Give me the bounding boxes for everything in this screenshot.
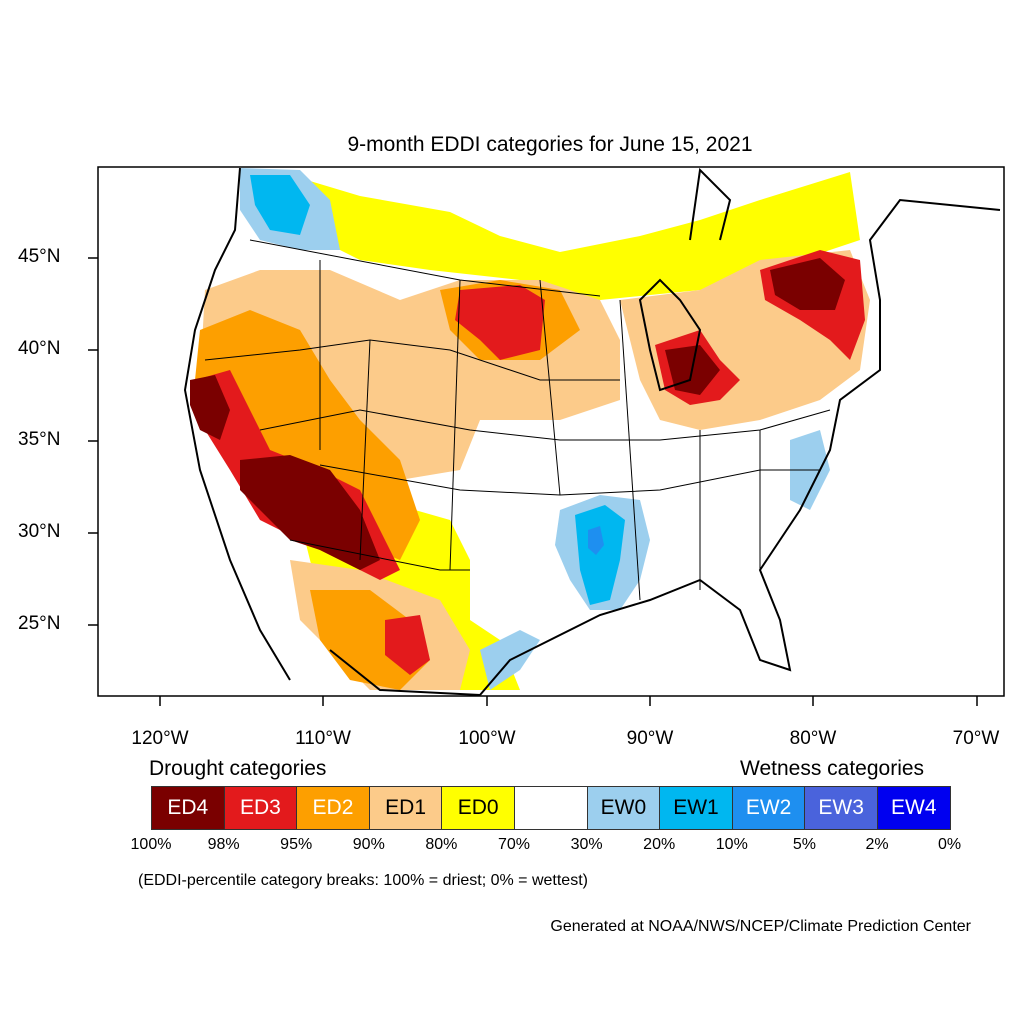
legend-box-ed1: ED1 (368, 786, 443, 830)
percentile-label: 20% (643, 836, 676, 853)
lon-label-70: 70°W (952, 728, 1000, 749)
category-breaks-note: (EDDI-percentile category breaks: 100% =… (138, 872, 588, 889)
ew2-core (588, 526, 604, 555)
percentile-label: 5% (792, 836, 816, 853)
map-frame (97, 166, 1005, 697)
lat-label-45: 45°N (18, 246, 61, 267)
percentile-label: 80% (425, 836, 458, 853)
lon-label-110: 110°W (295, 728, 351, 749)
percentile-label: 10% (715, 836, 748, 853)
legend-box-ed0: ED0 (441, 786, 515, 830)
lat-label-25: 25°N (18, 613, 61, 634)
legend-box-ew3: EW3 (804, 786, 878, 830)
wetness-categories-heading: Wetness categories (740, 757, 925, 780)
percentile-label: 98% (207, 836, 240, 853)
percentile-label: 100% (130, 836, 172, 853)
lon-label-90: 90°W (626, 728, 674, 749)
ed4-southwest (240, 455, 380, 570)
ed0-north (300, 172, 860, 300)
legend-box-ew1: EW1 (659, 786, 733, 830)
percentile-label: 90% (352, 836, 385, 853)
legend-box-ew4: EW4 (877, 786, 951, 830)
map-title: 9-month EDDI categories for June 15, 202… (347, 133, 753, 156)
ew1-mississippi (575, 505, 625, 605)
legend-box-ew0: EW0 (586, 786, 661, 830)
legend-box-ed2: ED2 (296, 786, 370, 830)
legend-box-ed4: ED4 (151, 786, 225, 830)
lat-label-40: 40°N (18, 338, 61, 359)
percentile-label: 0% (938, 836, 962, 853)
ed4-california (190, 375, 230, 440)
lon-label-120: 120°W (131, 728, 189, 749)
axis-ticks (88, 257, 978, 706)
ed4-northeast (770, 258, 845, 310)
ew1-northwest (250, 175, 310, 235)
state-boundaries (204, 239, 831, 601)
percentile-label: 30% (570, 836, 603, 853)
legend-box-ed3: ED3 (223, 786, 298, 830)
lat-label-35: 35°N (18, 429, 61, 450)
ed3-northplains (455, 285, 545, 360)
lon-label-80: 80°W (789, 728, 837, 749)
percentile-label: 2% (865, 836, 889, 853)
legend-box-ew2: EW2 (731, 786, 806, 830)
drought-categories-heading: Drought categories (149, 757, 327, 780)
credit-line: Generated at NOAA/NWS/NCEP/Climate Predi… (550, 918, 971, 935)
percentile-label: 70% (497, 836, 531, 853)
coastline (183, 167, 1001, 696)
lat-label-30: 30°N (18, 521, 61, 542)
percentile-label: 95% (280, 836, 313, 853)
legend-box-normal (514, 786, 588, 830)
lon-label-100: 100°W (458, 728, 516, 749)
ed3-southwest-blob (385, 615, 430, 675)
map-fill-layer (185, 168, 880, 695)
